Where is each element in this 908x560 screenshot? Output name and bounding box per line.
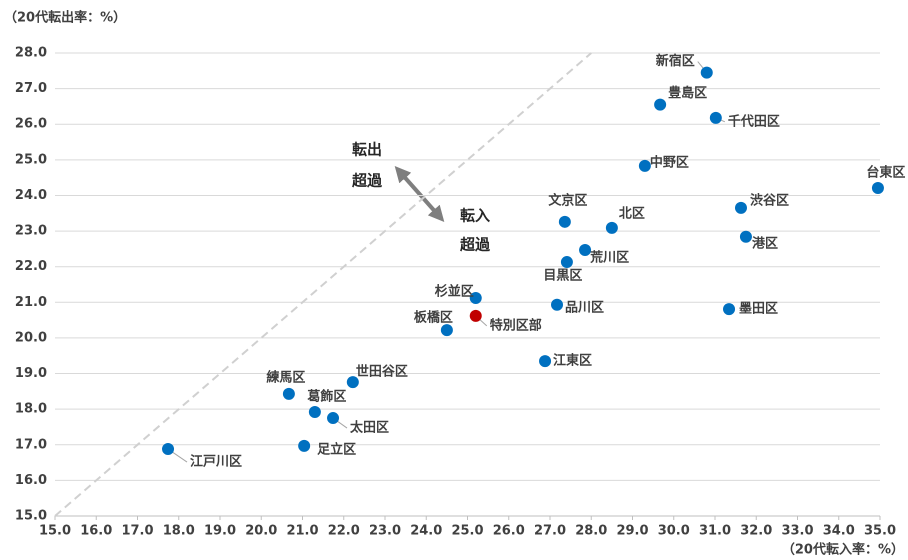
point-label: 江東区 <box>553 353 592 369</box>
x-tick-label: 35.0 <box>864 524 896 539</box>
point <box>469 292 482 305</box>
x-tick-label: 24.0 <box>410 524 442 539</box>
point <box>469 309 482 322</box>
reference-line <box>54 52 592 517</box>
x-tick-label: 31.0 <box>699 524 731 539</box>
y-tick-label: 25.0 <box>15 152 47 167</box>
y-tick-label: 19.0 <box>15 366 47 381</box>
y-tick-label: 21.0 <box>15 295 47 310</box>
point <box>734 201 747 214</box>
point <box>723 303 736 316</box>
x-tick-label: 32.0 <box>740 524 772 539</box>
point <box>605 221 618 234</box>
annotation: 超過 <box>459 236 491 254</box>
point <box>700 66 713 79</box>
y-tick-label: 16.0 <box>15 473 47 488</box>
x-tick-label: 16.0 <box>80 524 112 539</box>
x-tick-label: 34.0 <box>823 524 855 539</box>
point-label: 太田区 <box>349 420 389 436</box>
point <box>298 439 311 452</box>
point <box>282 387 295 400</box>
point <box>739 230 752 243</box>
point <box>709 111 722 124</box>
x-tick-label: 21.0 <box>286 524 318 539</box>
point-label: 杉並区 <box>435 284 474 300</box>
point-label: 目黒区 <box>543 268 582 284</box>
point-label: 世田谷区 <box>356 364 408 380</box>
x-tick-label: 20.0 <box>245 524 277 539</box>
annotation: 転出 <box>352 141 382 159</box>
point <box>327 412 340 425</box>
point-label: 江戸川区 <box>190 454 242 470</box>
x-tick-label: 15.0 <box>39 524 71 539</box>
point <box>440 324 453 337</box>
point <box>871 181 884 194</box>
point <box>539 355 552 368</box>
x-tick-label: 29.0 <box>616 524 648 539</box>
x-tick-label: 18.0 <box>163 524 195 539</box>
x-tick-label: 33.0 <box>781 524 813 539</box>
point-label: 文京区 <box>548 192 587 208</box>
point <box>162 443 175 456</box>
point-label: 豊島区 <box>668 85 707 101</box>
x-tick-label: 23.0 <box>369 524 401 539</box>
annotation: 転入 <box>460 207 490 225</box>
point <box>638 159 651 172</box>
point <box>560 256 573 269</box>
x-tick-label: 19.0 <box>204 524 236 539</box>
point-label: 中野区 <box>650 154 689 170</box>
point <box>579 243 592 256</box>
point-label: 新宿区 <box>656 53 695 69</box>
point <box>654 98 667 111</box>
y-tick-label: 27.0 <box>15 81 47 96</box>
x-axis-label: （20代転入率：%） <box>782 542 904 558</box>
x-tick-label: 25.0 <box>451 524 483 539</box>
point-label: 台東区 <box>866 164 905 180</box>
x-tick-label: 30.0 <box>658 524 690 539</box>
point-label: 北区 <box>619 206 645 221</box>
point <box>551 298 564 311</box>
point-label: 渋谷区 <box>750 192 789 208</box>
point-label: 特別区部 <box>490 317 542 333</box>
point-label: 千代田区 <box>728 113 780 129</box>
point-label: 板橋区 <box>414 310 453 326</box>
y-tick-label: 20.0 <box>15 330 47 345</box>
y-tick-label: 15.0 <box>15 509 47 524</box>
point <box>346 376 359 389</box>
x-tick-label: 26.0 <box>493 524 525 539</box>
point-label: 品川区 <box>565 300 604 315</box>
y-tick-label: 23.0 <box>15 224 47 239</box>
y-tick-label: 22.0 <box>15 259 47 274</box>
x-tick-label: 27.0 <box>534 524 566 539</box>
y-tick-label: 18.0 <box>15 402 47 417</box>
y-tick-label: 28.0 <box>15 46 47 61</box>
point-label: 荒川区 <box>589 249 629 265</box>
arrow <box>394 166 445 222</box>
point-label: 港区 <box>752 235 778 251</box>
y-tick-label: 24.0 <box>15 188 47 203</box>
x-tick-label: 28.0 <box>575 524 607 539</box>
x-tick-label: 17.0 <box>121 524 153 539</box>
annotation: 超過 <box>351 172 383 190</box>
y-tick-label: 26.0 <box>15 117 47 132</box>
point-label: 葛飾区 <box>306 389 346 405</box>
point-label: 足立区 <box>317 441 356 457</box>
point-label: 墨田区 <box>739 302 778 317</box>
y-tick-label: 17.0 <box>15 437 47 452</box>
point-label: 練馬区 <box>266 369 305 385</box>
x-tick-label: 22.0 <box>328 524 360 539</box>
point <box>308 406 321 419</box>
y-axis-label: （20代転出率：%） <box>4 10 126 26</box>
point <box>558 215 571 228</box>
